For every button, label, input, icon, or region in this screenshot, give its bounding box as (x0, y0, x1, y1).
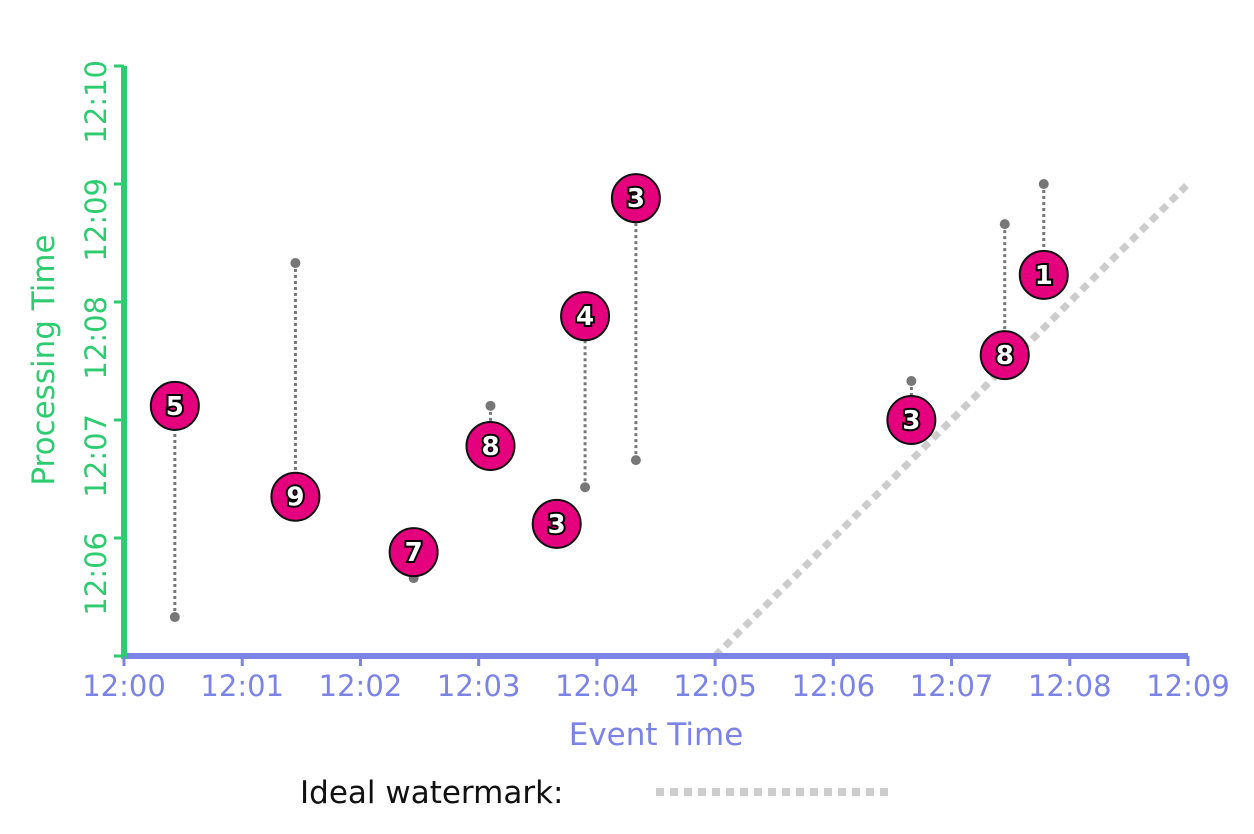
data-point-label: 3 (902, 406, 920, 436)
x-tick-label: 12:00 (82, 669, 166, 703)
labels-layer: 12:00 12:01 12:02 12:03 12:04 12:05 12:06 12:07… (79, 60, 1230, 703)
data-point-label: 8 (481, 432, 499, 462)
data-point (270, 471, 321, 522)
x-tick-label: 12:05 (673, 669, 757, 703)
ideal-time-dot (169, 612, 180, 623)
x-tick-label: 12:08 (1028, 669, 1112, 703)
data-point (149, 380, 200, 431)
y-axis-label: Processing Time (26, 234, 62, 485)
data-point (610, 173, 661, 224)
data-point (531, 498, 582, 549)
x-tick-label: 12:09 (1146, 669, 1230, 703)
y-tick-label: 12:07 (79, 414, 113, 498)
x-tick-label: 12:01 (200, 669, 284, 703)
data-point (465, 420, 516, 471)
y-tick-label: 12:10 (79, 60, 113, 144)
watermark-layer (712, 181, 1191, 659)
data-point-label: 5 (166, 392, 184, 422)
points-layer: 5 9 7 8 3 4 3 3 8 1 (149, 173, 1069, 578)
data-point-label: 3 (627, 184, 645, 214)
x-tick-label: 12:07 (910, 669, 994, 703)
ideal-time-dot (1038, 179, 1049, 189)
data-point-label: 9 (286, 483, 304, 513)
x-tick-label: 12:02 (319, 669, 403, 703)
y-tick-label: 12:08 (79, 296, 113, 380)
data-point-label: 4 (576, 302, 594, 332)
legend-label: Ideal watermark: (300, 775, 563, 811)
data-point-label: 7 (405, 538, 423, 568)
x-tick-label: 12:06 (792, 669, 876, 703)
ideal-time-dot (999, 219, 1010, 230)
data-point (388, 527, 439, 578)
data-point (886, 395, 937, 445)
data-point (560, 291, 611, 342)
ideal-time-dot (906, 376, 917, 387)
y-tick-label: 12:09 (79, 178, 113, 262)
x-axis-label: Event Time (569, 717, 744, 753)
x-tick-label: 12:03 (437, 669, 521, 703)
axes-layer (114, 64, 1190, 666)
ideal-time-dot (630, 455, 641, 466)
data-point-label: 1 (1035, 261, 1053, 291)
data-point (979, 330, 1030, 381)
y-tick-label: 12:06 (79, 532, 113, 616)
data-point (1018, 249, 1069, 300)
data-point-label: 3 (548, 510, 566, 540)
ideal-time-dot (485, 400, 496, 411)
x-tick-label: 12:04 (555, 669, 639, 703)
data-point-label: 8 (996, 341, 1014, 371)
ideal-time-dot (290, 258, 301, 269)
ideal-watermark-line (712, 181, 1191, 659)
ideal-time-dot (580, 482, 591, 493)
